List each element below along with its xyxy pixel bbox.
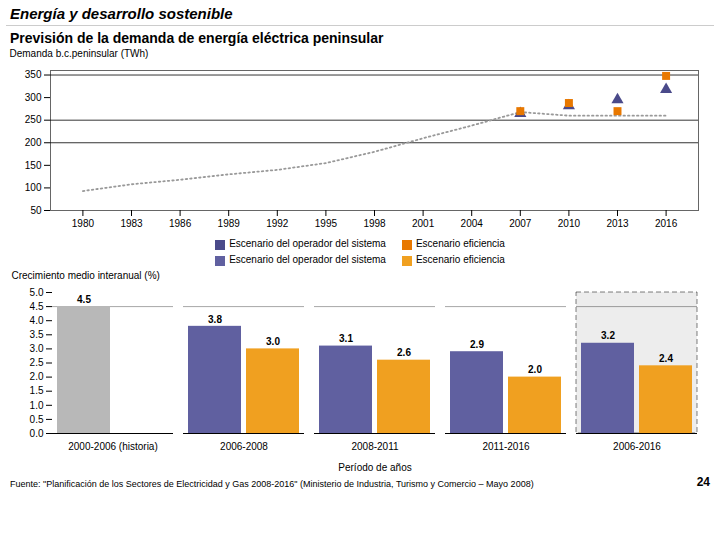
- html-text:Previsión de la demanda de ene: Previsión de la demanda de energía eléct…: [10, 30, 384, 46]
- svg-text:1.5: 1.5: [30, 385, 44, 396]
- html-text:Escenario del operador del sis: Escenario del operador del sistema: [229, 254, 386, 266]
- svg-text:2007: 2007: [509, 218, 532, 229]
- svg-text:2.4: 2.4: [659, 353, 673, 364]
- svg-text:2016: 2016: [655, 218, 678, 229]
- svg-text:4.5: 4.5: [30, 301, 44, 312]
- svg-text:5.0: 5.0: [30, 287, 44, 298]
- svg-text:2008-2011: 2008-2011: [351, 441, 399, 452]
- svg-text:2000-2006 (historia): 2000-2006 (historia): [68, 441, 158, 452]
- html-text:Escenario del operador del sis: Escenario del operador del sistema: [229, 238, 386, 250]
- svg-text:2.0: 2.0: [30, 371, 44, 382]
- svg-text:2006-2008: 2006-2008: [220, 441, 268, 452]
- html-text:Escenario eficiencia: Escenario eficiencia: [415, 254, 505, 266]
- svg-text:1995: 1995: [315, 218, 338, 229]
- svg-text:300: 300: [25, 92, 42, 103]
- svg-text:1998: 1998: [363, 218, 386, 229]
- svg-text:350: 350: [25, 69, 42, 80]
- svg-text:Demanda b.c.peninsular (TWh): Demanda b.c.peninsular (TWh): [10, 48, 149, 59]
- svg-text:2004: 2004: [461, 218, 484, 229]
- svg-text:1989: 1989: [218, 218, 241, 229]
- html-text:Escenario eficiencia: Escenario eficiencia: [415, 238, 505, 250]
- svg-text:0.0: 0.0: [30, 428, 44, 439]
- svg-text:Período de años: Período de años: [338, 462, 411, 473]
- svg-text:3.0: 3.0: [30, 343, 44, 354]
- svg-text:3.5: 3.5: [30, 329, 44, 340]
- svg-text:2010: 2010: [558, 218, 581, 229]
- svg-text:150: 150: [25, 160, 42, 171]
- svg-text:3.1: 3.1: [339, 333, 353, 344]
- svg-text:2006-2016: 2006-2016: [613, 441, 661, 452]
- svg-text:4.0: 4.0: [30, 315, 44, 326]
- html-text:Energía y desarrollo sostenibl: Energía y desarrollo sostenible: [10, 5, 233, 22]
- svg-text:200: 200: [25, 137, 42, 148]
- svg-text:3.2: 3.2: [601, 330, 615, 341]
- svg-text:1.0: 1.0: [30, 400, 44, 411]
- svg-text:0.5: 0.5: [30, 414, 44, 425]
- svg-text:2013: 2013: [606, 218, 629, 229]
- svg-text:Crecimiento medio interanual (: Crecimiento medio interanual (%): [12, 270, 160, 281]
- svg-text:1992: 1992: [266, 218, 289, 229]
- svg-text:2.9: 2.9: [470, 339, 484, 350]
- svg-text:250: 250: [25, 114, 42, 125]
- svg-text:4.5: 4.5: [77, 294, 91, 305]
- svg-text:3.0: 3.0: [266, 336, 280, 347]
- svg-text:2001: 2001: [412, 218, 435, 229]
- svg-text:1980: 1980: [72, 218, 95, 229]
- html-text:24: 24: [696, 475, 710, 489]
- svg-text:2.6: 2.6: [397, 347, 411, 358]
- svg-text:1983: 1983: [120, 218, 143, 229]
- svg-text:1986: 1986: [169, 218, 192, 229]
- svg-text:2.0: 2.0: [528, 364, 542, 375]
- svg-text:3.8: 3.8: [208, 314, 222, 325]
- svg-text:50: 50: [30, 205, 42, 216]
- html-text:Fuente: "Planificación de los: Fuente: "Planificación de los Sectores d…: [10, 479, 534, 489]
- svg-text:2.5: 2.5: [30, 357, 44, 368]
- svg-text:100: 100: [25, 182, 42, 193]
- svg-text:2011-2016: 2011-2016: [482, 441, 530, 452]
